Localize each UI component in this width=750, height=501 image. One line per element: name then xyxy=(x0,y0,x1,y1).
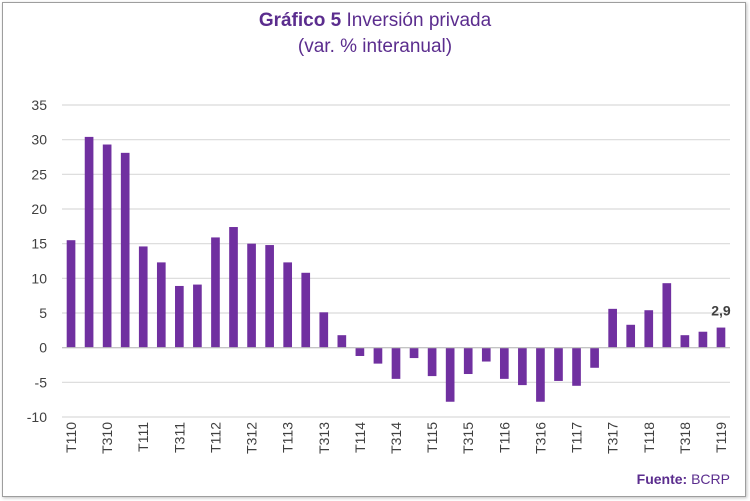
bar xyxy=(536,347,545,402)
chart-subtitle: (var. % interanual) xyxy=(297,36,453,57)
bar xyxy=(662,283,672,348)
y-tick-label: 5 xyxy=(39,305,47,321)
x-tick-label: T113 xyxy=(280,422,296,453)
bar xyxy=(554,347,563,381)
data-label: 2,9 xyxy=(711,303,731,319)
bar xyxy=(373,347,383,364)
x-tick-label: T114 xyxy=(352,422,368,453)
x-tick-label: T311 xyxy=(171,422,187,453)
chart-title: Gráfico 5 Inversión privada xyxy=(0,8,750,34)
y-tick-label: -5 xyxy=(35,374,48,390)
bar xyxy=(193,284,202,348)
chart-title-number: Gráfico 5 xyxy=(258,10,342,31)
source-label: Fuente: xyxy=(636,471,688,487)
x-tick-label: T314 xyxy=(388,422,404,454)
bar xyxy=(283,262,293,348)
bar xyxy=(644,310,654,348)
bar xyxy=(265,245,274,348)
bar xyxy=(138,246,148,348)
bar xyxy=(409,347,419,359)
bar xyxy=(608,308,617,348)
bar xyxy=(481,347,491,362)
y-tick-label: 0 xyxy=(39,340,47,356)
bar xyxy=(102,144,112,348)
bar xyxy=(445,347,455,402)
bar xyxy=(427,347,437,377)
y-tick-label: 10 xyxy=(31,270,47,286)
bar xyxy=(66,240,76,348)
x-tick-label: T116 xyxy=(496,422,512,453)
y-tick-label: 15 xyxy=(31,236,47,252)
y-tick-label: -10 xyxy=(27,409,47,425)
y-tick-label: 25 xyxy=(31,166,47,182)
bar xyxy=(337,335,347,348)
x-tick-label: T112 xyxy=(207,422,223,453)
bar xyxy=(175,285,184,348)
x-tick-label: T115 xyxy=(424,422,440,453)
bar xyxy=(698,331,708,348)
bar xyxy=(120,152,130,348)
bar xyxy=(626,324,636,348)
bar xyxy=(156,262,166,348)
x-tick-label: T111 xyxy=(135,422,151,452)
y-tick-label: 30 xyxy=(31,132,47,148)
x-tick-label: T316 xyxy=(532,422,548,454)
x-tick-label: T315 xyxy=(460,422,476,454)
source-note: Fuente: BCRP xyxy=(637,471,730,487)
bar xyxy=(84,136,94,348)
chart-title-text: Inversión privada xyxy=(346,10,492,31)
x-tick-label: T118 xyxy=(641,422,657,453)
x-tick-label: T317 xyxy=(605,422,621,454)
x-tick-label: T117 xyxy=(569,422,585,453)
bar xyxy=(301,272,311,348)
bar xyxy=(229,227,238,348)
x-tick-label: T119 xyxy=(713,422,729,453)
bar xyxy=(211,237,220,348)
x-tick-label: T313 xyxy=(316,422,332,454)
bar xyxy=(518,347,527,386)
bar xyxy=(590,347,599,368)
bar xyxy=(247,243,256,348)
bar xyxy=(391,347,401,379)
bar xyxy=(499,347,509,379)
bar xyxy=(680,335,690,348)
bar xyxy=(355,347,365,356)
bar xyxy=(319,312,329,348)
x-tick-label: T312 xyxy=(244,422,260,454)
x-tick-label: T310 xyxy=(99,422,115,454)
y-tick-label: 20 xyxy=(31,201,47,217)
bar xyxy=(572,347,581,386)
x-tick-label: T110 xyxy=(63,422,79,453)
bar xyxy=(463,347,473,375)
bar xyxy=(716,327,726,348)
x-tick-label: T318 xyxy=(677,422,693,454)
y-tick-label: 35 xyxy=(31,97,47,113)
source-value: BCRP xyxy=(691,471,730,487)
chart-title-block: Gráfico 5 Inversión privada (var. % inte… xyxy=(0,8,750,60)
